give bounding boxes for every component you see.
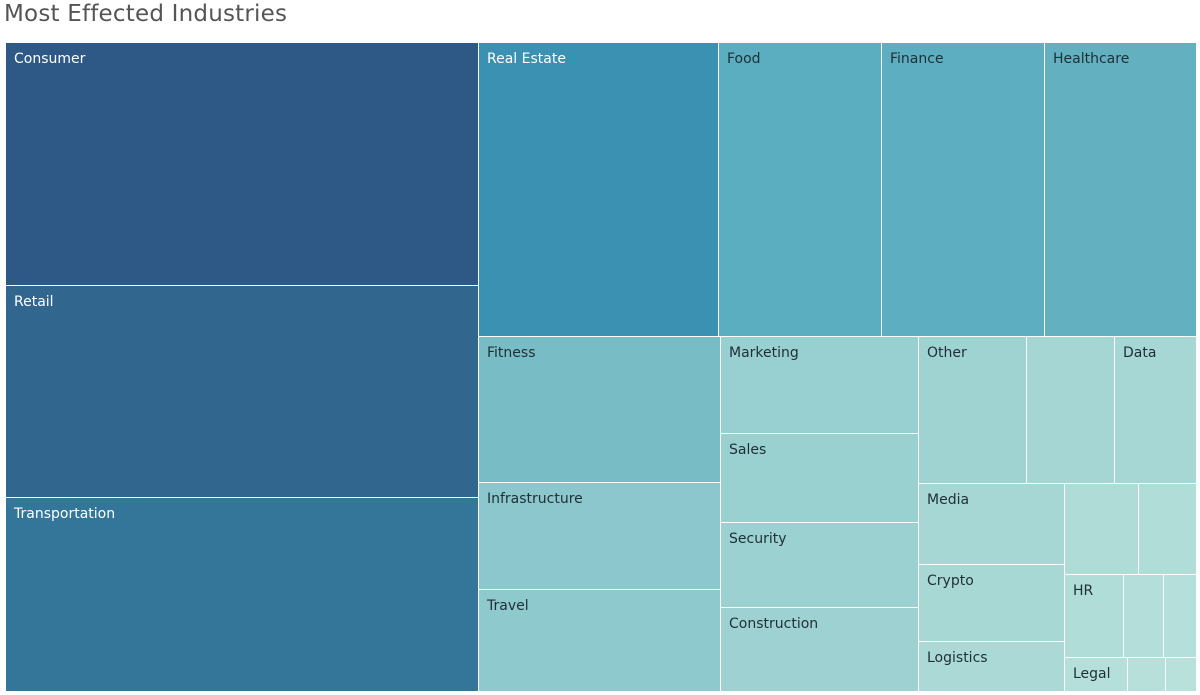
treemap-label: Finance — [890, 51, 944, 67]
treemap-label: Crypto — [927, 573, 974, 589]
treemap-cell-data[interactable]: Data — [1115, 337, 1197, 484]
treemap-cell-real-estate[interactable]: Real Estate — [479, 43, 719, 337]
treemap-cell-security[interactable]: Security — [721, 523, 919, 608]
treemap-cell-media[interactable]: Media — [919, 484, 1065, 565]
treemap-cell-unlabeled-2[interactable] — [1065, 484, 1139, 575]
treemap-label: Other — [927, 345, 967, 361]
treemap-label: Consumer — [14, 51, 86, 67]
treemap-label: Sales — [729, 442, 767, 458]
treemap-cell-construction[interactable]: Construction — [721, 608, 919, 692]
treemap-cell-unlabeled-7[interactable] — [1166, 658, 1197, 692]
treemap-label: Fitness — [487, 345, 536, 361]
treemap-cell-finance[interactable]: Finance — [882, 43, 1045, 337]
treemap-cell-fitness[interactable]: Fitness — [479, 337, 721, 483]
treemap-label: Media — [927, 492, 970, 508]
treemap-cell-healthcare[interactable]: Healthcare — [1045, 43, 1197, 337]
treemap-label: Travel — [487, 598, 529, 614]
treemap: Consumer Retail Transportation Real Estate F… — [6, 43, 1197, 692]
treemap-label: Construction — [729, 616, 819, 632]
treemap-cell-food[interactable]: Food — [719, 43, 882, 337]
treemap-label: Legal — [1073, 666, 1111, 682]
treemap-cell-logistics[interactable]: Logistics — [919, 642, 1065, 692]
treemap-label: HR — [1073, 583, 1094, 599]
treemap-label: Transportation — [14, 506, 116, 522]
chart-title: Most Effected Industries — [4, 1, 288, 27]
treemap-label: Real Estate — [487, 51, 566, 67]
treemap-cell-sales[interactable]: Sales — [721, 434, 919, 523]
treemap-cell-other[interactable]: Other — [919, 337, 1027, 484]
treemap-cell-retail[interactable]: Retail — [6, 286, 479, 498]
treemap-label: Logistics — [927, 650, 988, 666]
treemap-cell-unlabeled-5[interactable] — [1164, 575, 1197, 658]
treemap-cell-transportation[interactable]: Transportation — [6, 498, 479, 692]
treemap-cell-crypto[interactable]: Crypto — [919, 565, 1065, 642]
treemap-cell-infrastructure[interactable]: Infrastructure — [479, 483, 721, 590]
treemap-cell-legal[interactable]: Legal — [1065, 658, 1128, 692]
treemap-label: Data — [1123, 345, 1157, 361]
treemap-cell-unlabeled-4[interactable] — [1124, 575, 1164, 658]
treemap-cell-marketing[interactable]: Marketing — [721, 337, 919, 434]
treemap-label: Healthcare — [1053, 51, 1130, 67]
treemap-label: Marketing — [729, 345, 799, 361]
treemap-cell-unlabeled-3[interactable] — [1139, 484, 1197, 575]
treemap-label: Retail — [14, 294, 54, 310]
treemap-cell-hr[interactable]: HR — [1065, 575, 1124, 658]
treemap-cell-consumer[interactable]: Consumer — [6, 43, 479, 286]
treemap-cell-travel[interactable]: Travel — [479, 590, 721, 692]
treemap-label: Security — [729, 531, 787, 547]
treemap-label: Food — [727, 51, 761, 67]
treemap-cell-unlabeled-1[interactable] — [1027, 337, 1115, 484]
treemap-cell-unlabeled-6[interactable] — [1128, 658, 1166, 692]
treemap-label: Infrastructure — [487, 491, 583, 507]
